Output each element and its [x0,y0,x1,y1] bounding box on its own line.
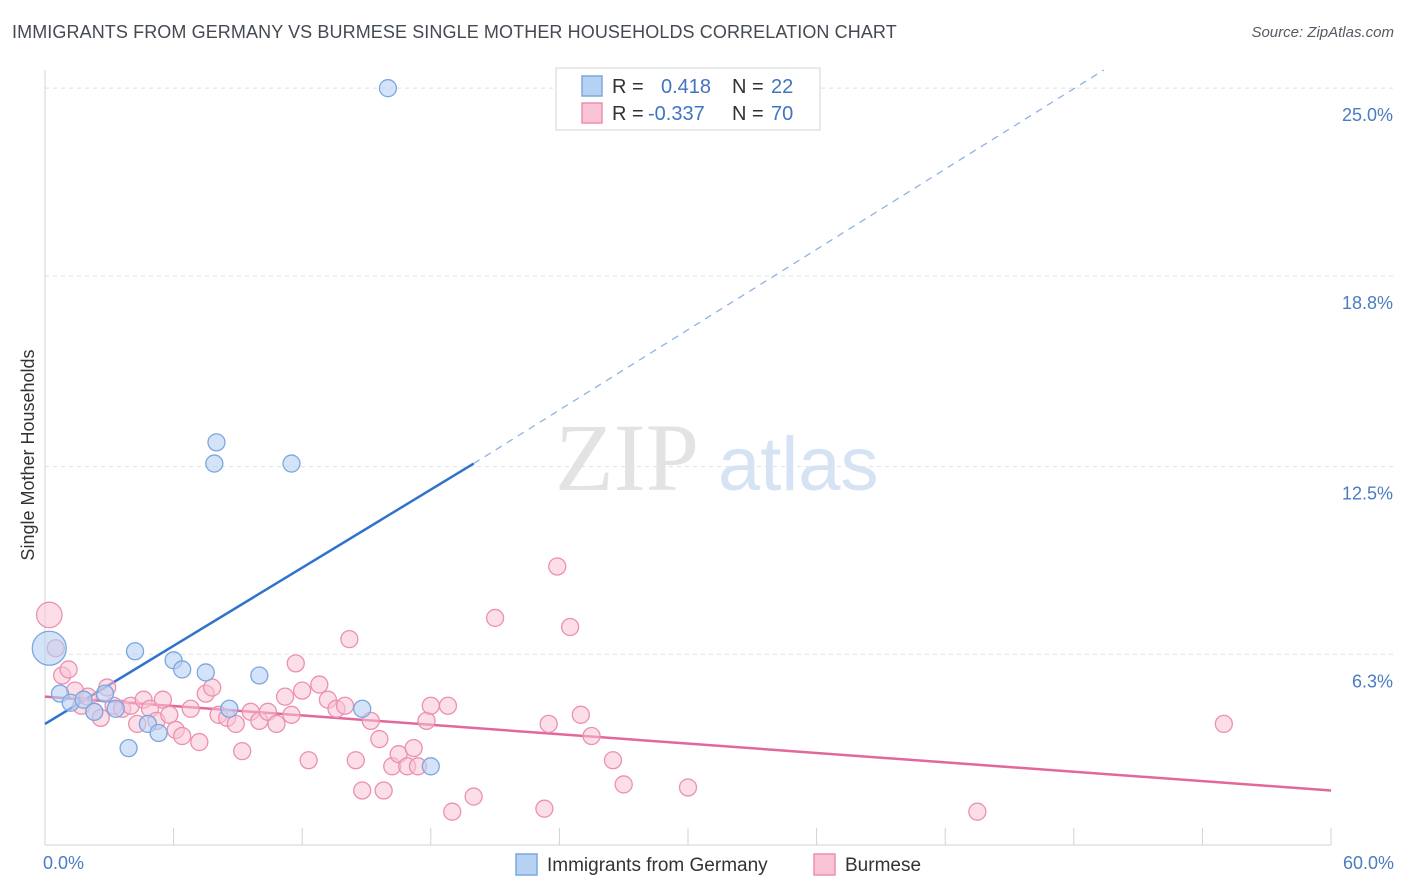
point-burmese [417,711,436,731]
point-burmese [614,775,633,794]
point-germany [207,433,226,452]
point-germany [125,642,145,661]
legend-n-label-germany: N = [732,76,764,98]
point-burmese [282,705,301,724]
correlation-legend: R = 0.418 N = 22 R = -0.337 N = 70 [555,67,821,131]
point-burmese [421,696,440,715]
legend-r-value-burmese: -0.337 [648,103,705,125]
point-burmese [374,781,393,800]
bottom-legend-swatch-burmese [813,853,836,876]
point-burmese [464,787,483,806]
point-germany [119,738,138,758]
point-burmese [160,705,179,724]
gridlines [45,87,1393,655]
y-tick-label: 12.5% [1342,484,1393,504]
legend-r-label-germany: R = [612,76,644,98]
point-burmese [548,557,567,576]
legend-n-value-germany: 22 [771,76,793,98]
point-burmese [346,751,365,770]
point-burmese [678,778,698,797]
y-tick-label: 25.0% [1342,105,1393,125]
trend-line-germany-solid [44,462,475,725]
point-germany [282,454,301,473]
point-burmese [59,660,78,679]
watermark-zip: ZIP [555,404,699,511]
point-burmese [1214,714,1233,734]
point-burmese [968,802,987,821]
point-burmese [226,714,245,734]
trend-line-germany-dashed [473,69,1105,465]
point-burmese [190,732,209,752]
legend-swatch-germany [581,75,603,97]
y-tick-labels: 6.3% 12.5% 18.8% 25.0% [1342,105,1393,691]
point-germany [353,699,372,718]
point-burmese [299,751,318,770]
point-burmese [353,781,372,800]
point-burmese [310,675,329,694]
point-burmese [404,738,423,758]
point-burmese [153,690,173,709]
point-germany [220,699,239,718]
point-germany [149,723,168,743]
y-tick-label: 18.8% [1342,293,1393,313]
point-burmese [443,802,462,821]
legend-r-label-burmese: R = [612,103,644,125]
point-burmese [535,799,554,818]
point-germany [106,699,125,718]
y-tick-label: 6.3% [1352,671,1393,691]
bottom-legend-swatch-germany [515,853,538,876]
point-germany [378,79,398,98]
legend-n-label-burmese: N = [732,103,764,125]
point-burmese [35,601,63,629]
trend-line-germany [44,69,1105,725]
point-burmese [582,726,601,746]
point-burmese [485,608,505,628]
point-burmese [203,678,222,697]
points-germany [31,79,440,776]
point-burmese [181,699,200,718]
source-credit: Source: ZipAtlas.com [1251,24,1394,41]
point-burmese [286,654,305,673]
point-burmese [539,714,558,734]
point-burmese [233,742,252,761]
point-burmese [173,726,192,746]
point-burmese [370,729,389,749]
axes [44,70,1332,846]
x-tick-labels: 0.0% 60.0% [43,853,1394,873]
point-germany [31,630,67,666]
point-germany [173,660,192,679]
x-tick-label-start: 0.0% [43,853,84,873]
bottom-legend-label-burmese: Burmese [845,855,921,876]
point-burmese [267,714,286,734]
point-burmese [603,751,623,770]
point-burmese [275,687,295,706]
point-germany [85,702,104,721]
watermark-atlas: atlas [718,422,879,507]
legend-n-value-burmese: 70 [771,103,793,125]
point-germany [250,666,269,685]
x-tick-label-end: 60.0% [1343,853,1394,873]
chart-title: IMMIGRANTS FROM GERMANY VS BURMESE SINGL… [12,22,897,42]
point-burmese [293,681,312,700]
point-germany [74,690,93,709]
point-burmese [340,629,359,649]
legend-swatch-burmese [581,102,603,124]
point-germany [196,663,215,682]
bottom-legend-label-germany: Immigrants from Germany [547,855,768,876]
series-legend: Immigrants from Germany Burmese [515,853,921,876]
point-germany [95,684,115,703]
points-burmese [35,557,1233,821]
point-burmese [438,696,458,715]
point-burmese [335,696,355,715]
y-axis-title: Single Mother Households [18,349,38,560]
point-germany [421,757,440,776]
legend-r-value-germany: 0.418 [661,76,711,98]
point-germany [205,454,224,473]
point-burmese [571,705,590,724]
point-burmese [560,617,580,637]
